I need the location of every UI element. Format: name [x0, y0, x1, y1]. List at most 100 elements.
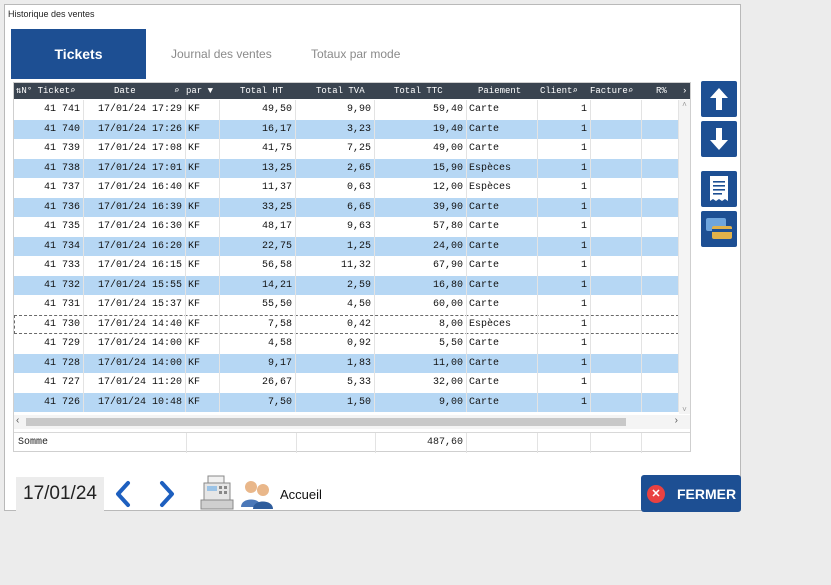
table-row[interactable]: 41 737 17/01/24 16:40 KF 11,37 0,63 12,00 Espè… [14, 178, 679, 198]
next-day-button[interactable] [155, 479, 179, 509]
col-label-client: Client [540, 86, 573, 96]
cell-facture [591, 275, 642, 295]
cell-paiement: Carte [467, 236, 538, 256]
horizontal-scrollbar[interactable]: ‹ › [14, 415, 690, 429]
cell-paiement: Carte [467, 197, 538, 217]
cell-total-ttc: 11,00 [375, 353, 467, 373]
vertical-scrollbar[interactable]: ˄ ˅ [679, 100, 690, 414]
filter-icon[interactable]: ▼ [207, 86, 214, 96]
move-down-button[interactable] [701, 121, 737, 157]
cell-total-ht: 7,50 [220, 392, 296, 412]
customers-button[interactable] [239, 479, 275, 509]
home-link[interactable]: Accueil [280, 487, 322, 502]
date-field[interactable]: 17/01/24 [16, 477, 104, 511]
scroll-up-icon[interactable]: ˄ [682, 100, 687, 109]
col-header-ticket[interactable]: ⇅N° Ticket⌕ [16, 83, 80, 99]
cell-client: 1 [538, 314, 591, 334]
sum-row: Somme 487,60 [14, 432, 690, 453]
cell-ticket: 41 731 [14, 295, 84, 315]
cell-total-ttc: 8,00 [375, 314, 467, 334]
cell-total-ht: 41,75 [220, 139, 296, 159]
cell-total-ttc: 12,00 [375, 178, 467, 198]
close-button[interactable]: ✕ FERMER [641, 475, 741, 512]
table-row[interactable]: 41 735 17/01/24 16:30 KF 48,17 9,63 57,80 Cart… [14, 217, 679, 237]
cell-par: KF [186, 178, 220, 198]
cell-date: 17/01/24 14:00 [84, 334, 186, 354]
print-receipt-button[interactable] [701, 171, 737, 207]
table-row[interactable]: 41 730 17/01/24 14:40 KF 7,58 0,42 8,00 Espèce… [14, 314, 679, 334]
cash-register-button[interactable] [200, 475, 234, 511]
cell-paiement: Carte [467, 353, 538, 373]
tab-tickets[interactable]: Tickets [11, 29, 146, 79]
search-icon[interactable]: ⌕ [70, 86, 76, 96]
cell-date: 17/01/24 15:37 [84, 295, 186, 315]
tab-totaux-par-mode[interactable]: Totaux par mode [311, 47, 401, 61]
cell-total-tva: 0,63 [296, 178, 375, 198]
window-title: Historique des ventes [8, 9, 95, 19]
table-row[interactable]: 41 736 17/01/24 16:39 KF 33,25 6,65 39,90 Cart… [14, 197, 679, 217]
search-icon[interactable]: ⌕ [174, 86, 180, 96]
table-row[interactable]: 41 727 17/01/24 11:20 KF 26,67 5,33 32,00 Cart… [14, 373, 679, 393]
col-header-paiement[interactable]: Paiement [478, 86, 522, 96]
cell-date: 17/01/24 10:48 [84, 392, 186, 412]
cell-remise [642, 236, 679, 256]
cell-facture [591, 314, 642, 334]
move-up-button[interactable] [701, 81, 737, 117]
tab-bar: Tickets Journal des ventes Totaux par mo… [11, 29, 711, 79]
col-header-remise[interactable]: R% [656, 86, 667, 96]
cell-client: 1 [538, 217, 591, 237]
table-row[interactable]: 41 728 17/01/24 14:00 KF 9,17 1,83 11,00 Carte… [14, 353, 679, 373]
cell-remise [642, 100, 679, 120]
cell-paiement: Espèces [467, 314, 538, 334]
cell-remise [642, 314, 679, 334]
cell-total-ttc: 59,40 [375, 100, 467, 120]
sum-label: Somme [18, 437, 49, 448]
table-row[interactable]: 41 731 17/01/24 15:37 KF 55,50 4,50 60,00 Cart… [14, 295, 679, 315]
cell-total-tva: 9,90 [296, 100, 375, 120]
col-header-total-ht[interactable]: Total HT [240, 86, 284, 96]
arrow-down-icon [710, 128, 728, 150]
table-row[interactable]: 41 734 17/01/24 16:20 KF 22,75 1,25 24,00 Cart… [14, 236, 679, 256]
table-row[interactable]: 41 738 17/01/24 17:01 KF 13,25 2,65 15,90 Espè… [14, 158, 679, 178]
tab-journal-des-ventes[interactable]: Journal des ventes [171, 47, 272, 61]
col-header-client[interactable]: Client⌕ [540, 83, 588, 99]
search-icon[interactable]: ⌕ [572, 86, 578, 96]
col-header-total-tva[interactable]: Total TVA [316, 86, 365, 96]
scroll-thumb[interactable] [26, 418, 626, 426]
tickets-table[interactable]: ⇅N° Ticket⌕ Date ⌕ par ▼ Total HT Total … [13, 82, 691, 453]
scroll-left-icon[interactable]: ‹ [16, 415, 20, 426]
scroll-right-icon[interactable]: › [682, 86, 688, 96]
table-row[interactable]: 41 732 17/01/24 15:55 KF 14,21 2,59 16,80 Cart… [14, 275, 679, 295]
cell-paiement: Carte [467, 100, 538, 120]
cell-total-ht: 22,75 [220, 236, 296, 256]
cell-remise [642, 178, 679, 198]
cell-paiement: Carte [467, 392, 538, 412]
cell-par: KF [186, 373, 220, 393]
cell-total-tva: 1,50 [296, 392, 375, 412]
scroll-right-icon[interactable]: › [674, 415, 678, 426]
cell-total-ttc: 24,00 [375, 236, 467, 256]
table-row[interactable]: 41 739 17/01/24 17:08 KF 41,75 7,25 49,00 Cart… [14, 139, 679, 159]
col-header-total-ttc[interactable]: Total TTC [394, 86, 443, 96]
table-row[interactable]: 41 729 17/01/24 14:00 KF 4,58 0,92 5,50 Carte 1 [14, 334, 679, 354]
table-row[interactable]: 41 733 17/01/24 16:15 KF 56,58 11,32 67,90 Car… [14, 256, 679, 276]
table-row[interactable]: 41 726 17/01/24 10:48 KF 7,50 1,50 9,00 Carte 1 [14, 392, 679, 412]
cell-par: KF [186, 334, 220, 354]
cell-remise [642, 158, 679, 178]
col-header-par[interactable]: par ▼ [186, 83, 226, 99]
cell-remise [642, 295, 679, 315]
previous-day-button[interactable] [111, 479, 135, 509]
cell-date: 17/01/24 16:30 [84, 217, 186, 237]
table-row[interactable]: 41 741 17/01/24 17:29 KF 49,50 9,90 59,40 Cart… [14, 100, 679, 120]
cell-remise [642, 392, 679, 412]
col-header-facture[interactable]: Facture⌕ [590, 83, 642, 99]
cell-ticket: 41 736 [14, 197, 84, 217]
cell-facture [591, 334, 642, 354]
payment-cards-button[interactable] [701, 211, 737, 247]
cell-date: 17/01/24 17:26 [84, 119, 186, 139]
table-row[interactable]: 41 740 17/01/24 17:26 KF 16,17 3,23 19,40 Cart… [14, 119, 679, 139]
scroll-down-icon[interactable]: ˅ [682, 405, 687, 414]
cell-remise [642, 353, 679, 373]
search-icon[interactable]: ⌕ [627, 86, 634, 96]
col-header-date[interactable]: Date [114, 86, 136, 96]
